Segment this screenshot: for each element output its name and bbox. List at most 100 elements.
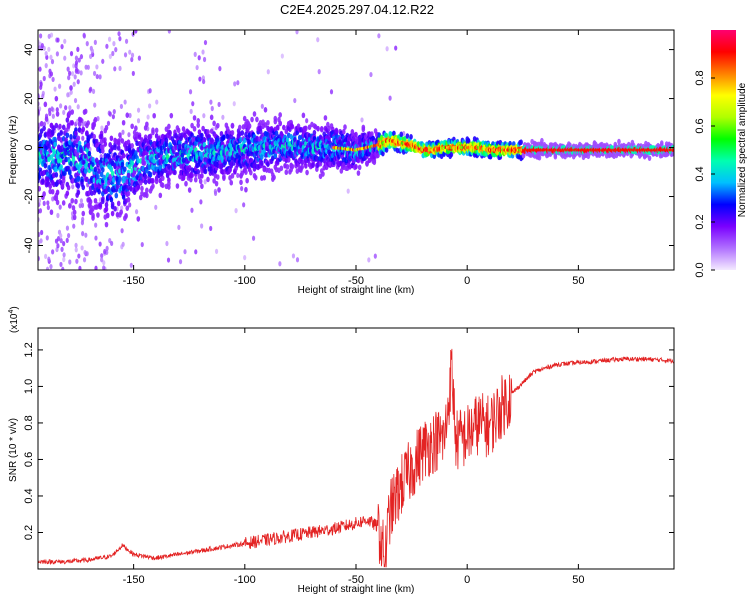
spectrogram-cell bbox=[183, 249, 187, 255]
spectrogram-cell bbox=[85, 41, 89, 47]
spectrogram-cell bbox=[148, 88, 152, 94]
spectrogram-cell bbox=[260, 103, 264, 109]
spectrogram-cell bbox=[343, 124, 347, 130]
spectrogram-x-tick-label: 0 bbox=[464, 275, 470, 287]
spectrogram-cell bbox=[120, 228, 124, 234]
spectrogram-cell bbox=[275, 124, 280, 131]
spectrogram-cell bbox=[316, 125, 320, 132]
spectrogram-cell bbox=[148, 103, 152, 109]
spectrogram-cell bbox=[176, 127, 181, 134]
spectrogram-cell bbox=[44, 63, 48, 69]
snr-y-ticks: 0.2 0.4 0.6 0.8 1.0 1.2 bbox=[23, 342, 674, 540]
spectrogram-cell bbox=[67, 75, 71, 81]
spectrogram-cell bbox=[218, 66, 222, 72]
spectrogram-cell bbox=[61, 266, 65, 270]
spectrogram-cell bbox=[125, 205, 130, 211]
spectrogram-cell bbox=[251, 235, 256, 241]
spectrogram-cell bbox=[134, 150, 138, 156]
spectrogram-cell bbox=[76, 176, 81, 182]
spectrogram-cell bbox=[154, 178, 159, 185]
spectrogram-cell bbox=[521, 152, 526, 159]
spectrogram-cell bbox=[67, 232, 71, 239]
spectrogram-cell bbox=[136, 107, 141, 113]
spectrogram-cell bbox=[466, 138, 471, 144]
spectrogram-cell bbox=[217, 101, 221, 108]
spectrogram-cell bbox=[47, 143, 51, 149]
snr-x-tick-label: 50 bbox=[572, 574, 584, 586]
spectrogram-cell bbox=[79, 117, 83, 123]
colorbar-gradient bbox=[711, 30, 736, 270]
spectrogram-cell bbox=[74, 130, 78, 137]
spectrogram-cell bbox=[98, 241, 102, 247]
spectrogram-cell bbox=[158, 164, 163, 171]
spectrogram-cell bbox=[160, 182, 165, 189]
spectrogram-cell bbox=[236, 80, 240, 86]
spectrogram-cell bbox=[230, 129, 235, 136]
spectrogram-cell bbox=[83, 108, 88, 115]
spectrogram-cell bbox=[196, 118, 201, 124]
spectrogram-cell bbox=[151, 183, 155, 189]
spectrogram-cell bbox=[71, 205, 76, 211]
spectrogram-cell bbox=[79, 70, 83, 76]
spectrogram-cell bbox=[200, 223, 204, 229]
spectrogram-cell bbox=[101, 198, 105, 205]
spectrogram-cell bbox=[85, 130, 89, 136]
spectrogram-cell bbox=[68, 105, 72, 111]
spectrogram-cell bbox=[339, 168, 344, 174]
spectrogram-cell bbox=[51, 76, 55, 83]
spectrogram-cell bbox=[279, 165, 284, 172]
spectrogram-cell bbox=[69, 51, 74, 57]
spectrogram-cell bbox=[193, 176, 198, 183]
spectrogram-cell bbox=[54, 95, 59, 102]
spectrogram-cell bbox=[121, 152, 126, 159]
spectrogram-cell bbox=[83, 168, 88, 174]
spectrogram-cell bbox=[103, 141, 108, 147]
spectrogram-cell bbox=[105, 245, 109, 252]
spectrogram-cell bbox=[58, 123, 62, 130]
spectrogram-cell bbox=[72, 81, 76, 87]
spectrogram-cell bbox=[128, 112, 132, 119]
spectrogram-cell bbox=[126, 190, 131, 197]
spectrogram-x-tick-label: 50 bbox=[572, 275, 584, 287]
spectrogram-cell bbox=[38, 208, 43, 214]
spectrogram-cell bbox=[59, 130, 64, 136]
spectrogram-cell bbox=[43, 162, 48, 169]
colorbar-tick-label: 0.4 bbox=[694, 166, 706, 181]
spectrogram-cell bbox=[54, 122, 59, 129]
spectrogram-cell bbox=[189, 108, 193, 115]
spectrogram-x-ticks: -150 -100 -50 0 50 bbox=[123, 30, 585, 287]
spectrogram-cell bbox=[84, 232, 88, 238]
spectrogram-cell bbox=[373, 253, 377, 259]
spectrogram-cell bbox=[181, 126, 186, 132]
spectrogram-cell bbox=[242, 202, 246, 208]
spectrogram-y-tick-label: 40 bbox=[23, 43, 35, 55]
spectrogram-cell bbox=[107, 36, 112, 42]
spectrogram-cell bbox=[209, 225, 213, 232]
spectrogram-cell bbox=[384, 147, 389, 153]
spectrogram-cell bbox=[316, 37, 320, 43]
spectrogram-cell bbox=[44, 116, 49, 122]
spectrogram-cell bbox=[126, 172, 131, 179]
spectrogram-cell bbox=[65, 117, 70, 123]
spectrogram-cell bbox=[209, 114, 214, 121]
spectrogram-cell bbox=[95, 64, 99, 70]
spectrogram-cell bbox=[291, 253, 296, 259]
spectrogram-cell bbox=[112, 41, 116, 47]
spectrogram-cell bbox=[73, 74, 77, 80]
spectrogram-cell bbox=[88, 198, 93, 205]
spectrogram-cell bbox=[56, 37, 60, 43]
spectrogram-cell bbox=[148, 171, 153, 178]
colorbar-tick-label: 0.0 bbox=[694, 262, 706, 277]
spectrogram-cell bbox=[56, 243, 60, 249]
spectrogram-cell bbox=[165, 240, 169, 247]
spectrogram-cell bbox=[81, 210, 86, 217]
spectrogram-cell bbox=[136, 118, 141, 124]
spectrogram-cell bbox=[102, 265, 106, 270]
spectrogram-cell bbox=[65, 225, 70, 231]
spectrogram-cell bbox=[354, 163, 358, 170]
spectrogram-cell bbox=[369, 71, 373, 78]
spectrogram-cell bbox=[244, 186, 248, 193]
spectrogram-cell bbox=[81, 126, 86, 133]
spectrogram-cell bbox=[38, 231, 41, 238]
